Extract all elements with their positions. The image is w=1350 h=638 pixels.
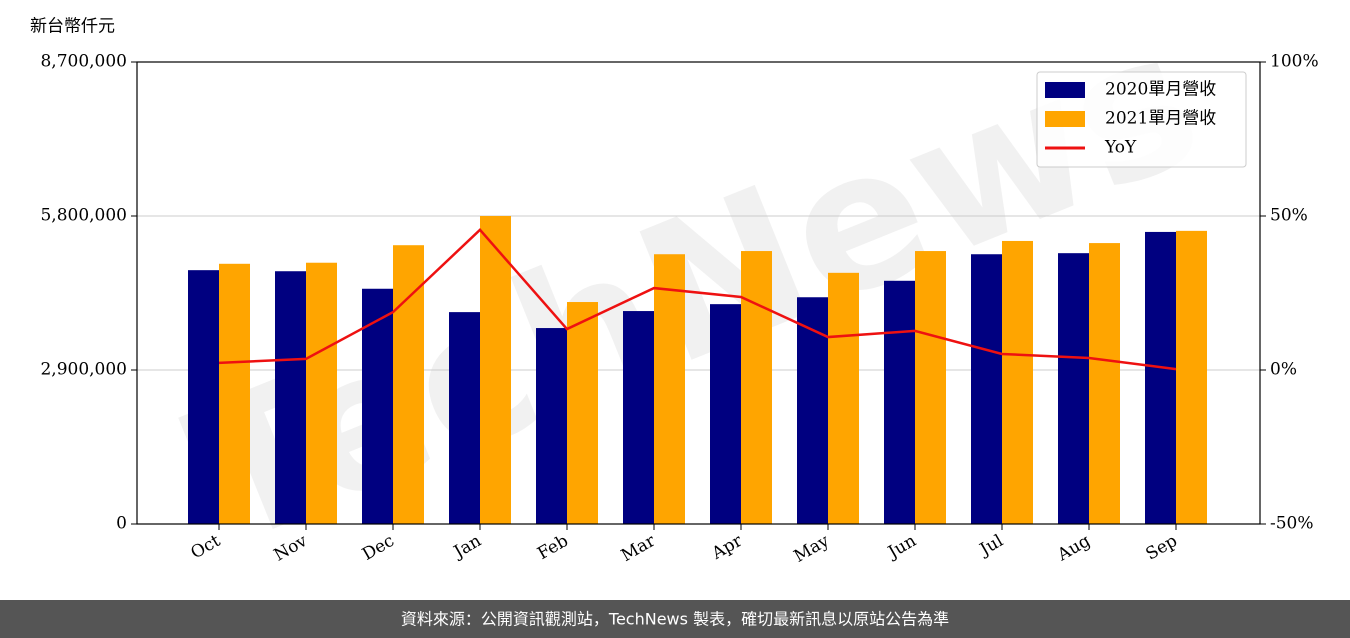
legend-swatch — [1045, 111, 1085, 127]
line — [218, 228, 1177, 371]
x-tick-label: Oct — [188, 531, 224, 564]
bar — [275, 271, 306, 524]
bar — [219, 263, 250, 524]
bar — [654, 254, 685, 524]
bar — [1089, 243, 1120, 524]
bar — [393, 245, 424, 524]
y-tick-label: 5,800,000 — [40, 206, 127, 226]
y2-tick-label: 0% — [1270, 360, 1297, 380]
x-tick-label: Apr — [708, 530, 747, 564]
bar — [188, 270, 219, 524]
legend-label: 2020單月營收 — [1105, 80, 1216, 100]
x-tick-label: Feb — [534, 531, 572, 564]
y2-tick-label: 50% — [1270, 206, 1308, 226]
bar — [710, 304, 741, 524]
bar — [449, 312, 480, 524]
footer: 資料來源：公開資訊觀測站，TechNews 製表，確切最新訊息以原站公告為準 — [401, 610, 949, 629]
bar — [884, 280, 915, 524]
y-axis-label: 新台幣仟元 — [30, 17, 115, 37]
y-tick-label: 0 — [116, 514, 127, 534]
x-tick-label: May — [791, 531, 834, 567]
x-tick-label: Jun — [883, 531, 920, 564]
y2-tick-label: 100% — [1270, 52, 1319, 72]
bar — [480, 216, 511, 524]
plot-frame — [136, 61, 1261, 525]
bar — [971, 254, 1002, 524]
bar — [915, 251, 946, 524]
x-tick-label: Aug — [1053, 531, 1094, 566]
bar — [1176, 230, 1207, 525]
x-tick-label: Sep — [1143, 531, 1181, 565]
bar — [1145, 231, 1176, 524]
x-tick-label: Mar — [618, 530, 660, 566]
legend-label: YoY — [1104, 138, 1137, 158]
bar — [741, 251, 772, 524]
legend-label: 2021單月營收 — [1105, 109, 1216, 129]
bar — [536, 328, 567, 524]
bar — [567, 302, 598, 524]
legend-swatch — [1045, 82, 1085, 98]
y-tick-label: 8,700,000 — [40, 52, 127, 72]
bar — [306, 262, 337, 524]
y-tick-label: 2,900,000 — [40, 360, 127, 380]
bar — [362, 288, 393, 524]
bar — [1058, 253, 1089, 524]
legend-box — [1036, 71, 1247, 168]
x-tick-label: Jan — [449, 531, 485, 563]
x-tick-label: Jul — [975, 531, 1007, 561]
footer-bar — [0, 600, 1350, 638]
bar — [1002, 240, 1033, 524]
bar — [828, 272, 859, 524]
bar — [623, 311, 654, 524]
y2-tick-label: -50% — [1270, 514, 1314, 534]
